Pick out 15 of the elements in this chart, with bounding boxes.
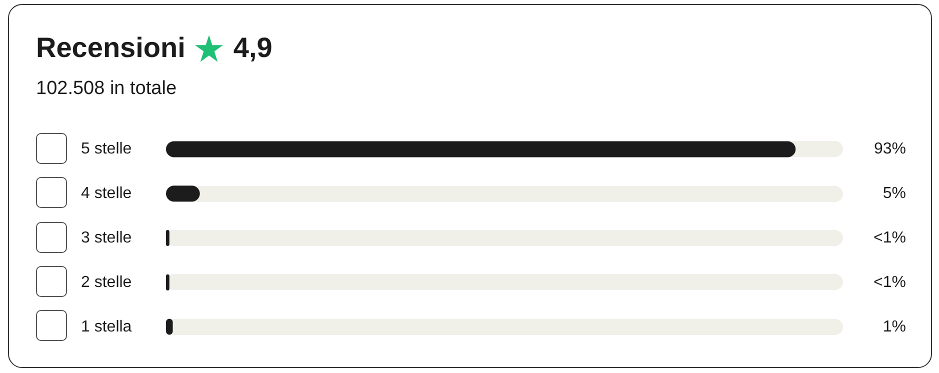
chart-subtitle: 102.508 in totale <box>36 78 177 100</box>
y-tick-label: 5 stelle <box>81 140 132 158</box>
bar <box>166 230 170 246</box>
data-label: 1% <box>882 318 906 336</box>
y-tick-label: 2 stelle <box>81 274 132 291</box>
data-label: <1% <box>874 274 906 291</box>
data-label: 93% <box>874 140 906 158</box>
y-tick-label: 1 stella <box>81 318 132 336</box>
text: 4,9 <box>233 32 272 64</box>
bar <box>166 274 170 290</box>
y-tick-label: 4 stelle <box>81 185 132 202</box>
data-label: <1% <box>874 230 906 246</box>
chart-title: Recensioni <box>36 32 186 64</box>
data-label: 5% <box>882 185 906 202</box>
y-tick-label: 3 stelle <box>81 230 132 246</box>
